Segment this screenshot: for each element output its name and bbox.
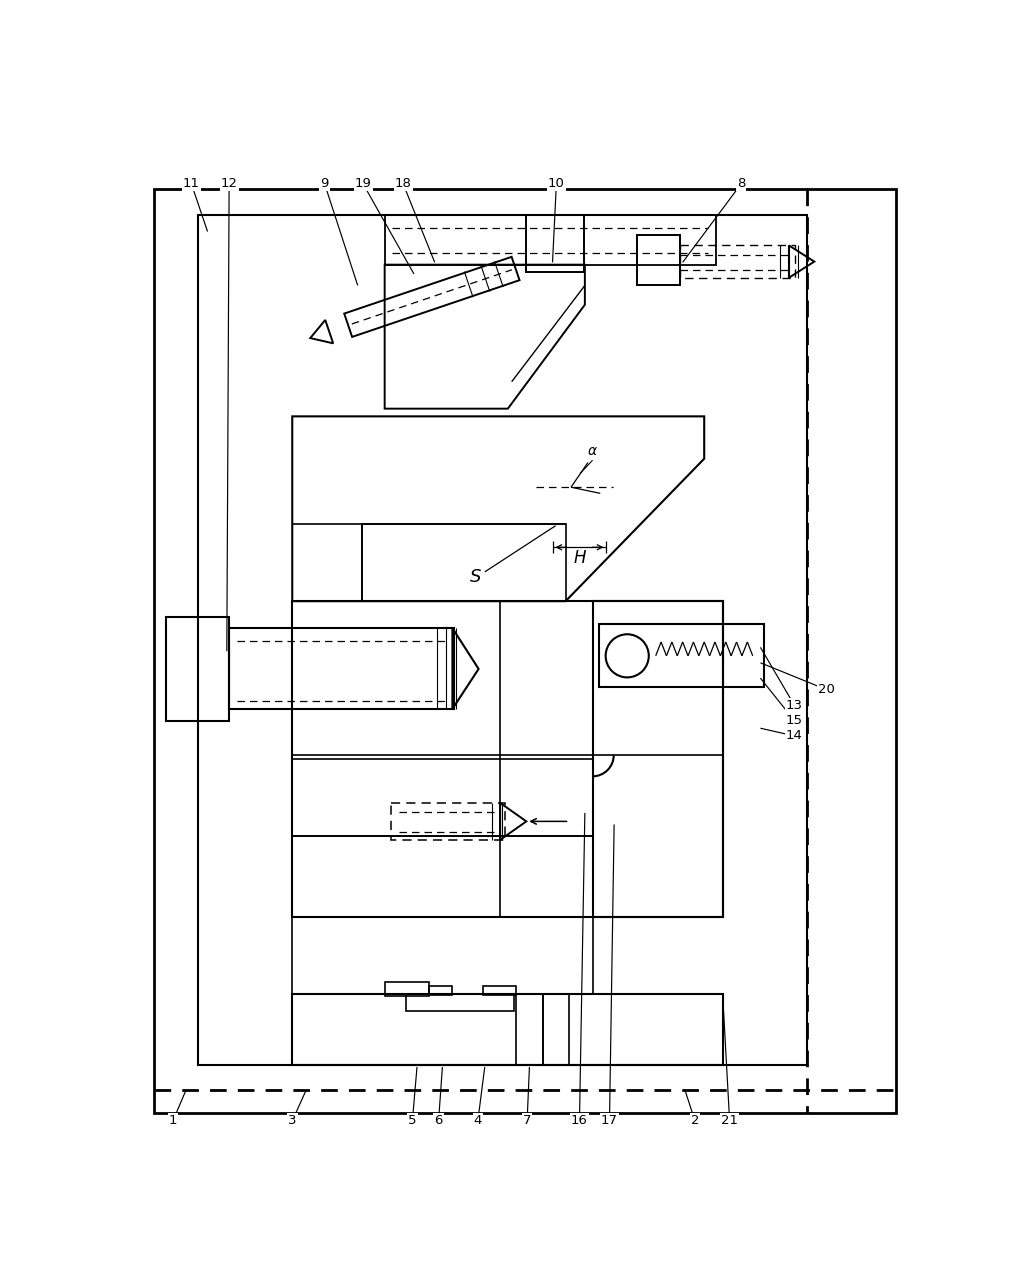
Bar xyxy=(599,625,764,688)
Text: 8: 8 xyxy=(737,178,745,191)
Bar xyxy=(680,246,795,278)
Bar xyxy=(292,759,593,836)
Bar xyxy=(515,994,543,1065)
Text: 10: 10 xyxy=(548,178,565,191)
Text: 16: 16 xyxy=(571,1114,588,1127)
Bar xyxy=(166,617,229,720)
Text: 19: 19 xyxy=(354,178,372,191)
Bar xyxy=(229,629,454,708)
Text: 13: 13 xyxy=(785,698,803,711)
Bar xyxy=(292,836,593,917)
Text: 15: 15 xyxy=(785,714,803,726)
Bar xyxy=(407,994,514,1011)
Bar xyxy=(199,215,807,1065)
Bar xyxy=(292,601,724,917)
Text: 6: 6 xyxy=(434,1114,442,1127)
Bar xyxy=(292,994,724,1065)
Text: 1: 1 xyxy=(169,1114,177,1127)
Text: 21: 21 xyxy=(721,1114,738,1127)
Bar xyxy=(361,524,565,601)
Text: $\alpha$: $\alpha$ xyxy=(587,444,598,457)
Bar xyxy=(593,601,724,917)
Text: 9: 9 xyxy=(321,178,329,191)
Bar xyxy=(483,987,515,996)
Text: 14: 14 xyxy=(785,729,803,742)
Text: H: H xyxy=(573,549,586,567)
Text: 3: 3 xyxy=(288,1114,297,1127)
Text: 7: 7 xyxy=(523,1114,531,1127)
Bar xyxy=(637,236,680,286)
Text: 17: 17 xyxy=(601,1114,618,1127)
Bar xyxy=(385,215,716,264)
Text: 5: 5 xyxy=(409,1114,417,1127)
Text: 2: 2 xyxy=(691,1114,699,1127)
Text: 18: 18 xyxy=(394,178,412,191)
Bar xyxy=(526,215,584,272)
Text: 4: 4 xyxy=(474,1114,482,1127)
Text: 20: 20 xyxy=(818,683,836,697)
Bar xyxy=(543,994,569,1065)
Bar xyxy=(292,917,593,994)
Text: 12: 12 xyxy=(220,178,238,191)
Bar xyxy=(429,987,453,996)
Text: 11: 11 xyxy=(183,178,200,191)
Bar xyxy=(391,802,505,840)
Text: S: S xyxy=(470,568,481,586)
Bar xyxy=(385,983,429,996)
